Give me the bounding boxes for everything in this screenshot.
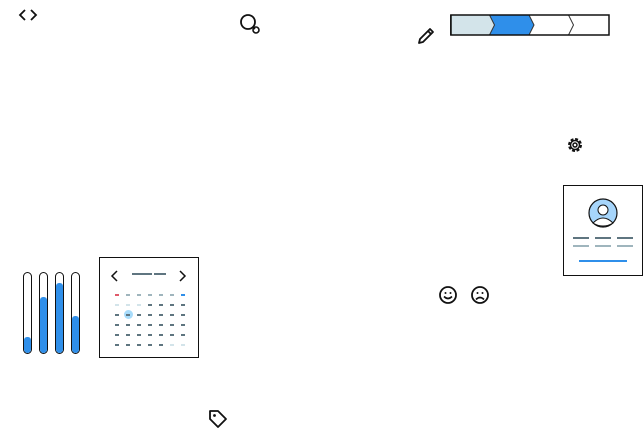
level-bar [71,272,80,354]
calendar-month-label [132,273,152,275]
code-icon[interactable] [18,8,38,22]
lightbulb-search-icon[interactable] [239,13,261,35]
calendar-day[interactable] [115,314,119,316]
calendar-day[interactable] [181,344,185,346]
calendar-day[interactable] [181,304,185,306]
level-bar [23,272,32,354]
calendar-weekday [137,294,141,296]
calendar-weekday [181,294,185,296]
calendar-day[interactable] [159,344,163,346]
calendar-day[interactable] [137,324,141,326]
calendar-day[interactable] [181,324,185,326]
calendar-day[interactable] [170,334,174,336]
calendar-day[interactable] [115,344,119,346]
level-bar-fill [24,337,31,353]
calendar-day[interactable] [181,334,185,336]
calendar-day[interactable] [159,314,163,316]
calendar-weekday [115,294,119,296]
calendar-weekday [148,294,152,296]
calendar-day[interactable] [170,344,174,346]
calendar-day[interactable] [126,324,130,326]
progress-stepper [449,14,610,40]
calendar-day[interactable] [115,304,119,306]
stepper-step[interactable] [449,14,496,36]
calendar-day[interactable] [159,304,163,306]
calendar-day[interactable] [126,344,130,346]
calendar-day[interactable] [148,334,152,336]
stepper-step[interactable] [568,14,610,36]
tag-icon[interactable] [207,408,229,430]
level-bar-fill [40,297,47,353]
calendar-day[interactable] [126,334,130,336]
chevron-left-icon[interactable] [110,267,120,286]
calendar-day[interactable] [137,344,141,346]
calendar-day[interactable] [159,324,163,326]
pencil-icon[interactable] [416,26,436,46]
calendar-day[interactable] [148,304,152,306]
level-bar-fill [72,316,79,353]
calendar-day[interactable] [115,334,119,336]
calendar-day[interactable] [137,314,141,316]
calendar-day[interactable] [137,304,141,306]
chevron-right-icon[interactable] [177,267,187,286]
avatar [573,198,633,262]
calendar-day[interactable] [126,314,130,316]
level-bar-fill [56,283,63,353]
level-bar [39,272,48,354]
calendar-day[interactable] [126,304,130,306]
profile-card[interactable] [563,185,643,276]
calendar-day[interactable] [148,344,152,346]
frown-icon[interactable] [470,285,490,305]
calendar-day[interactable] [170,314,174,316]
smile-icon[interactable] [438,285,458,305]
stepper-step[interactable] [489,14,535,36]
calendar-day[interactable] [148,314,152,316]
stepper-step[interactable] [528,14,575,36]
calendar-day[interactable] [148,324,152,326]
calendar-weekday [126,294,130,296]
calendar [99,257,199,358]
level-bar [55,272,64,354]
calendar-day[interactable] [181,314,185,316]
calendar-day[interactable] [170,304,174,306]
calendar-day[interactable] [137,334,141,336]
calendar-day[interactable] [170,324,174,326]
calendar-year-label [154,273,166,275]
calendar-day[interactable] [159,334,163,336]
calendar-weekday [159,294,163,296]
gear-icon[interactable] [565,135,585,155]
calendar-weekday [170,294,174,296]
calendar-day[interactable] [115,324,119,326]
